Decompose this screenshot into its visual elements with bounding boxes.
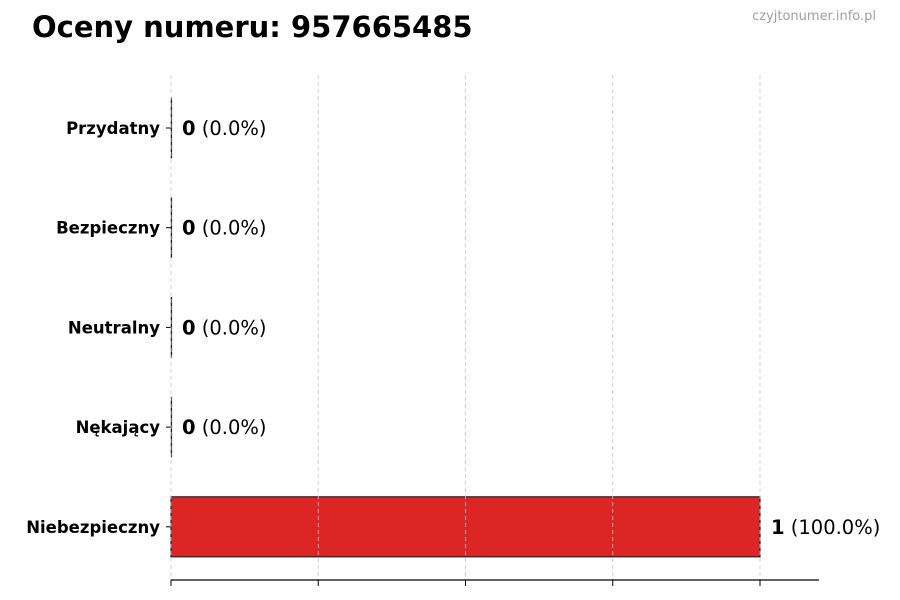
- category-label: Bezpieczny: [56, 219, 160, 238]
- percent-value: (0.0%): [196, 416, 267, 439]
- watermark: czyjtonumer.info.pl: [752, 9, 876, 24]
- percent-value: (0.0%): [196, 217, 267, 240]
- bar-bezpieczny: [170, 197, 173, 258]
- count-value: 0: [182, 217, 196, 240]
- chart-title: Oceny numeru: 957665485: [32, 10, 473, 44]
- data-label: 0 (0.0%): [182, 117, 267, 140]
- data-label: 0 (0.0%): [182, 217, 267, 240]
- count-value: 0: [182, 117, 196, 140]
- percent-value: (0.0%): [196, 117, 267, 140]
- data-label: 0 (0.0%): [182, 316, 267, 339]
- percent-value: (0.0%): [196, 316, 267, 339]
- percent-value: (100.0%): [785, 516, 881, 539]
- category-label: Neutralny: [68, 318, 160, 337]
- category-label: Przydatny: [66, 119, 160, 138]
- count-value: 0: [182, 416, 196, 439]
- count-value: 1: [771, 516, 785, 539]
- data-label: 1 (100.0%): [771, 516, 880, 539]
- category-label: Nękający: [76, 418, 161, 437]
- count-value: 0: [182, 316, 196, 339]
- data-label: 0 (0.0%): [182, 416, 267, 439]
- category-label: Niebezpieczny: [26, 518, 160, 537]
